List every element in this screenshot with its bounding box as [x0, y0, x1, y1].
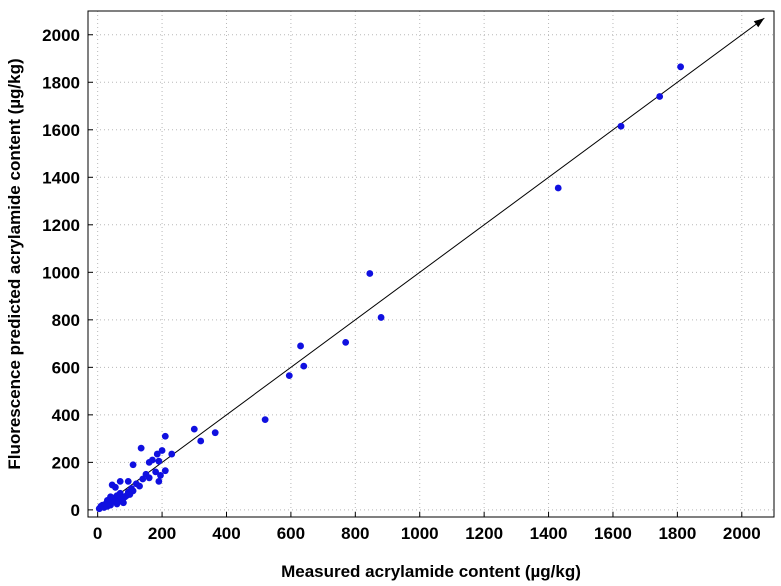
data-point [554, 184, 562, 192]
x-tick-label: 600 [277, 524, 305, 543]
reference-line [97, 17, 765, 511]
data-point [157, 472, 164, 479]
arrow-head [753, 18, 765, 28]
data-point [161, 467, 169, 475]
data-point [656, 93, 664, 100]
y-tick-label: 1000 [42, 263, 80, 282]
y-tick-label: 1400 [42, 168, 80, 187]
data-point [153, 450, 161, 458]
data-point [158, 447, 166, 454]
x-tick-label: 0 [93, 524, 102, 543]
x-tick-label: 1400 [530, 524, 568, 543]
y-axis-label: Fluorescence predicted acrylamide conten… [5, 58, 24, 469]
x-tick-label: 1200 [465, 524, 503, 543]
data-point [145, 474, 153, 482]
data-point [285, 372, 293, 380]
x-tick-label: 800 [341, 524, 369, 543]
data-points [95, 63, 685, 513]
data-point [297, 342, 304, 350]
x-tick-label: 1000 [401, 524, 439, 543]
y-tick-label: 200 [52, 453, 80, 472]
data-point [377, 314, 385, 321]
data-point [120, 499, 127, 507]
y-tick-label: 0 [71, 501, 80, 520]
data-point [155, 457, 163, 465]
identity-line [97, 17, 765, 511]
data-point [155, 477, 163, 485]
data-point [113, 500, 121, 508]
data-point [116, 477, 124, 485]
data-point [168, 450, 176, 458]
data-point [145, 458, 153, 466]
y-tick-label: 800 [52, 311, 80, 330]
data-point [161, 432, 169, 440]
x-axis-label: Measured acrylamide content (µg/kg) [281, 562, 581, 581]
data-point [129, 487, 137, 495]
data-point [136, 482, 143, 490]
data-point [261, 416, 269, 424]
data-point [139, 475, 147, 483]
y-tick-label: 600 [52, 358, 80, 377]
data-point [190, 425, 198, 433]
y-axis-ticks: 0 200 400 600 800 1000 1200 1400 1600 1800 2000 [42, 26, 93, 520]
data-point [617, 122, 625, 130]
y-tick-label: 2000 [42, 26, 80, 45]
data-point [124, 477, 132, 485]
data-point [677, 63, 685, 71]
data-point [300, 362, 308, 370]
x-tick-label: 400 [212, 524, 240, 543]
data-point [342, 338, 350, 346]
x-tick-label: 200 [148, 524, 176, 543]
data-point [197, 437, 205, 445]
data-point [211, 429, 219, 437]
y-tick-label: 1200 [42, 216, 80, 235]
y-tick-label: 400 [52, 406, 80, 425]
plot-frame [87, 10, 775, 518]
data-point [116, 489, 124, 497]
data-point [103, 496, 111, 504]
data-point [152, 468, 160, 476]
data-point [129, 461, 137, 469]
x-tick-label: 1800 [658, 524, 696, 543]
grid [88, 11, 774, 517]
x-tick-label: 1600 [594, 524, 632, 543]
y-tick-label: 1800 [42, 73, 80, 92]
x-tick-label: 2000 [723, 524, 761, 543]
data-point [120, 494, 127, 502]
y-tick-label: 1600 [42, 121, 80, 140]
data-point [366, 270, 374, 277]
x-axis-ticks: 0 200 400 600 800 1000 1200 1400 1600 1800 2000 [93, 512, 761, 543]
data-point [111, 483, 119, 491]
data-point [137, 444, 145, 452]
